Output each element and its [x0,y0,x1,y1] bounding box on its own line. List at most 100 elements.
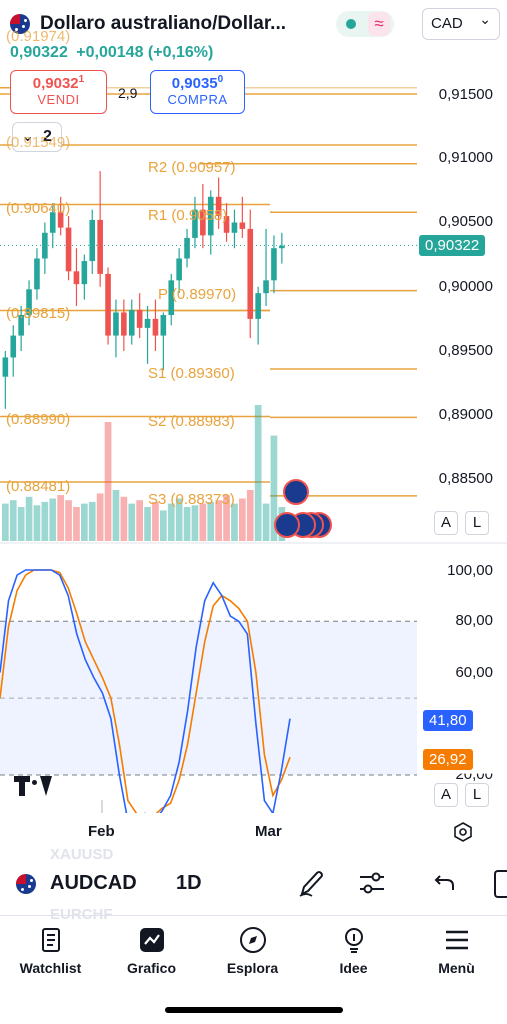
buy-price: 0,9035 [171,75,218,92]
candle-body [121,312,127,336]
buy-button[interactable]: 0,90350 COMPRA [150,70,245,114]
candle-body [128,309,135,336]
candle-body [144,318,151,328]
volume-bar [231,503,238,541]
fullscreen-icon[interactable] [494,870,507,898]
volume-bar [136,500,143,541]
volume-bar [112,490,120,541]
log-scale-button[interactable]: L [465,511,489,535]
pivot-r1: R1 (0.9058) [148,207,228,224]
tradingview-logo [14,776,56,798]
flag-icon [10,14,30,34]
tab-watchlist[interactable]: Watchlist [0,926,101,976]
volume-bar [262,503,270,541]
divider [0,915,507,916]
collapse-indicators-button[interactable]: ⌄ 2 [12,122,62,152]
hamburger-icon [443,926,471,954]
candle-body [200,209,206,236]
price-scale-label: 0,91500 [438,86,493,103]
volume-bar [183,507,191,541]
pivot-r2: R2 (0.90957) [148,159,236,176]
market-status-toggle[interactable]: ≈ [336,11,394,37]
price-change: +0,00148 (+0,16%) [76,44,214,61]
volume-bar [65,500,72,541]
price-scale-label: 0,90000 [438,278,493,295]
pivot-s1: S1 (0.89360) [148,365,235,382]
candle-body [136,309,143,328]
candle-body [10,335,17,358]
event-flag-icon[interactable] [283,479,309,505]
chevron-down-icon: ⌄ [21,128,35,145]
candle-body [231,222,238,233]
tab-label: Idee [339,960,368,976]
osc-scale-label: 80,00 [455,612,493,629]
candle-body [42,232,48,259]
drawing-pen-icon[interactable] [298,868,326,898]
tab-grafico[interactable]: Grafico [101,926,202,976]
left-value-4: (0.89815) [6,305,71,322]
volume-bar [254,405,262,541]
sell-button[interactable]: 0,90321 VENDI [10,70,107,114]
sell-label: VENDI [37,92,80,107]
candle-body [81,261,88,285]
auto-scale-button[interactable]: A [434,511,458,535]
ghost-symbol-top: XAUUSD [50,846,114,863]
candle-body [160,315,167,336]
volume-bar [104,422,112,541]
stochastic-chart[interactable] [0,545,507,813]
volume-bar [120,496,128,541]
candle-body [57,212,64,228]
candle-body [247,228,254,319]
osc-auto-scale-button[interactable]: A [434,783,458,807]
volume-bar [25,496,33,541]
pivot-p: P (0.89970) [158,286,237,303]
price-scale-label: 0,88500 [438,470,493,487]
stoch-k-line [0,569,291,813]
candle-body [65,227,72,272]
price-scale-label: 0,90500 [438,213,493,230]
volume-bar [81,503,88,541]
volume-bar [215,500,222,541]
wave-icon: ≈ [368,12,390,36]
candle-body [97,219,103,274]
interval-button[interactable]: 1D [176,872,202,894]
event-flag-icon[interactable] [274,512,300,538]
volume-bar [223,495,230,541]
tab-menu[interactable]: Menù [406,926,507,976]
volume-bar [175,498,183,541]
volume-bar [207,501,215,541]
market-open-dot-icon [346,19,356,29]
undo-icon[interactable] [434,872,456,894]
osc-scale-label: 20,00 [455,766,493,783]
left-value-5: (0.88990) [6,411,71,428]
volume-bar [73,507,80,541]
symbol-toolbar: AUDCAD 1D [0,860,507,910]
chart-icon [138,926,166,954]
volume-bar [57,495,64,541]
candle-body [18,315,24,336]
time-label-mar: Mar [255,823,282,840]
osc-k-tag: 41,80 [423,710,473,731]
flag-icon [16,874,36,894]
candle-body [184,237,190,259]
price-scale-label: 0,91000 [438,149,493,166]
osc-log-scale-button[interactable]: L [465,783,489,807]
tab-idee[interactable]: Idee [303,926,404,976]
symbol-name[interactable]: AUDCAD [50,872,137,894]
pivot-s3: S3 (0.88373) [148,491,235,508]
currency-select[interactable]: CAD ⌄ [422,8,500,40]
left-value-3: (0.90640) [6,200,71,217]
price-scale-label: 0,89000 [438,406,493,423]
volume-bar [41,501,49,541]
page-title[interactable]: Dollaro australiano/Dollar... [40,13,287,34]
volume-bar [128,503,136,541]
volume-bar [191,505,199,541]
candle-body [168,280,175,316]
indicators-sliders-icon[interactable] [358,870,386,896]
osc-scale-label: 60,00 [455,664,493,681]
current-price-tag: 0,90322 [419,235,486,256]
time-label-feb: Feb [88,823,115,840]
chart-settings-icon[interactable] [452,821,474,843]
collapse-count: 2 [43,128,52,145]
tab-esplora[interactable]: Esplora [202,926,303,976]
